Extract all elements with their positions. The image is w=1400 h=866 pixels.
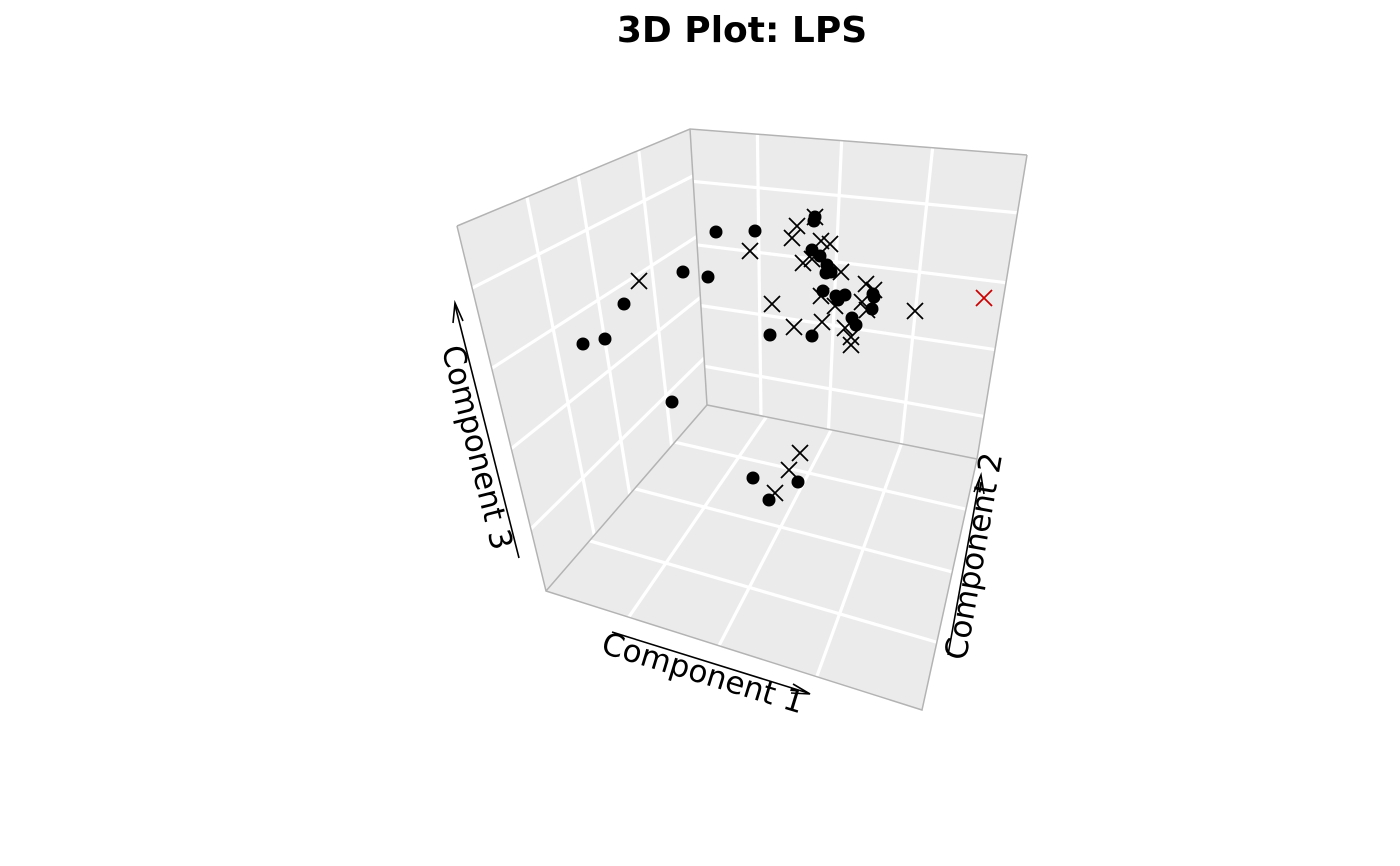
cross-point: [836, 319, 854, 337]
grid-line: [525, 196, 596, 536]
cross-point: [821, 235, 839, 253]
data-points: [576, 208, 993, 507]
circle-point: [748, 224, 762, 238]
left-pane: [457, 129, 707, 591]
cross-point: [812, 232, 830, 250]
grid-line: [627, 415, 768, 619]
cross-point: [842, 336, 860, 354]
y-axis-arrowhead: [973, 472, 985, 495]
cross-point: [906, 302, 924, 320]
cross-point: [812, 287, 830, 305]
circle-point: [746, 471, 760, 485]
pane-edge: [689, 128, 708, 406]
circle-point: [576, 337, 590, 351]
grid-line: [826, 140, 844, 430]
grid-line: [717, 429, 833, 647]
cross-point: [741, 242, 759, 260]
cross-point: [858, 301, 876, 319]
x-axis-arrow: [611, 631, 809, 694]
highlight-cross-point: [975, 289, 993, 307]
circle-point: [807, 214, 821, 228]
chart-title: 3D Plot: LPS: [617, 10, 867, 51]
cross-point: [832, 263, 850, 281]
cross-point: [791, 444, 809, 462]
circle-point: [831, 293, 845, 307]
grid-line: [589, 539, 938, 644]
cross-point: [803, 250, 821, 268]
z-axis-arrowhead: [452, 299, 464, 324]
circle-point: [709, 225, 723, 239]
cross-point: [780, 461, 798, 479]
cross-point: [785, 318, 803, 336]
grid-line: [700, 304, 996, 352]
circle-point: [824, 265, 838, 279]
cross-point: [763, 295, 781, 313]
cross-point: [794, 254, 812, 272]
circle-point: [813, 249, 827, 263]
grid-line: [693, 179, 1018, 215]
grid-line: [510, 296, 702, 450]
grid-line: [899, 147, 935, 445]
pane-edge: [456, 154, 1028, 711]
circle-point: [867, 290, 881, 304]
y-axis-arrow: [947, 476, 981, 656]
z-axis-arrow: [454, 304, 520, 559]
circle-point: [791, 475, 805, 489]
circle-point: [598, 332, 612, 346]
back-pane: [690, 129, 1027, 459]
cross-point: [865, 281, 883, 299]
grid-line: [637, 150, 674, 447]
grid-line: [634, 487, 953, 574]
cross-point: [857, 275, 875, 293]
axes-panes: [457, 129, 1027, 710]
floor-pane: [546, 405, 977, 710]
cross-point: [788, 217, 806, 235]
cross-point: [766, 484, 784, 502]
cross-point: [842, 328, 860, 346]
cross-point: [783, 229, 801, 247]
circle-point: [805, 329, 819, 343]
cross-point: [630, 272, 648, 290]
grid-line: [529, 356, 706, 531]
grid-line: [674, 440, 967, 511]
circle-point: [701, 270, 715, 284]
circle-point: [617, 297, 631, 311]
grid-line: [471, 174, 694, 290]
grid-line: [704, 364, 985, 419]
circle-point: [849, 318, 863, 332]
cross-point: [826, 297, 844, 315]
cross-point: [806, 208, 824, 226]
circle-point: [676, 265, 690, 279]
circle-point: [816, 284, 830, 298]
grid-line: [490, 235, 698, 370]
cross-point: [813, 313, 831, 331]
pane-edge: [545, 404, 978, 592]
circle-point: [665, 395, 679, 409]
x-axis-arrowhead: [790, 683, 811, 695]
grid-line: [815, 443, 903, 678]
grid-line: [755, 134, 763, 416]
circle-point: [763, 328, 777, 342]
